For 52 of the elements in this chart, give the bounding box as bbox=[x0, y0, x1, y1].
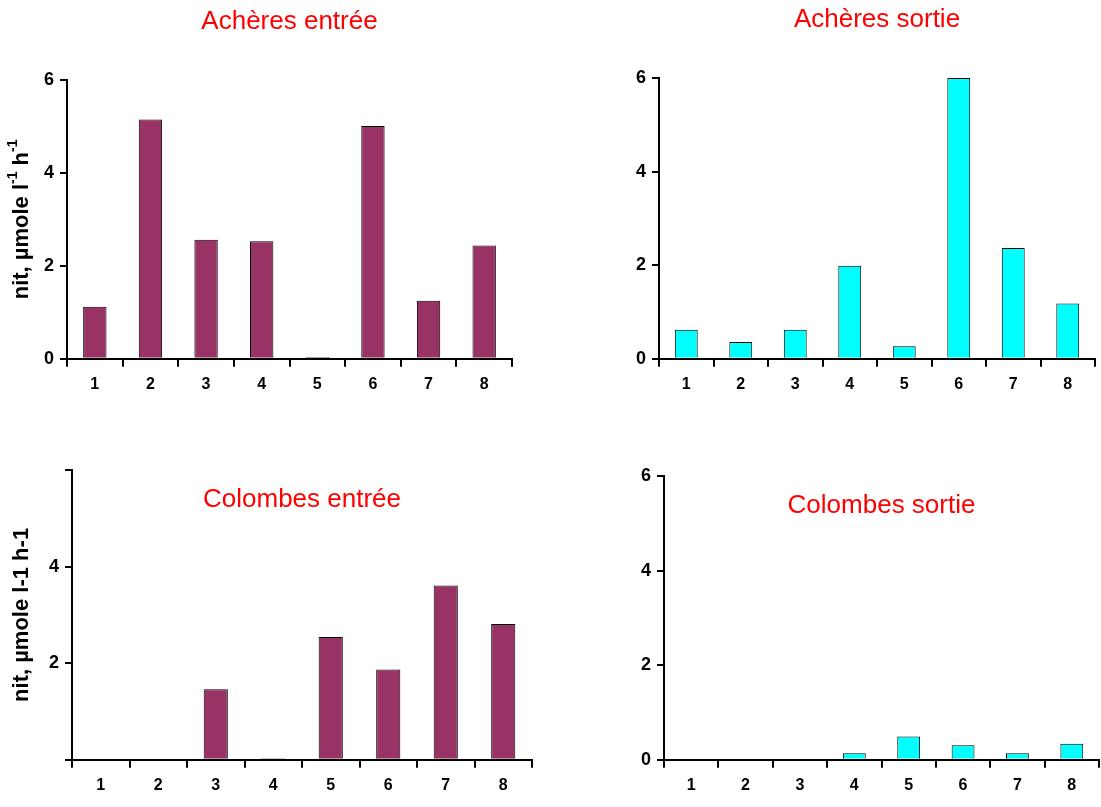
x-tick-label: 8 bbox=[1067, 775, 1077, 793]
x-tick-label: 6 bbox=[383, 775, 393, 793]
x-tick-label: 1 bbox=[681, 374, 691, 392]
x-tick-label: 7 bbox=[441, 775, 451, 793]
chart-title: Achères entrée bbox=[201, 5, 378, 36]
y-tick-label: 2 bbox=[641, 654, 652, 675]
x-tick-label: 2 bbox=[736, 374, 746, 392]
x-tick-label: 8 bbox=[479, 374, 489, 392]
y-tick-label: 0 bbox=[636, 347, 647, 368]
y-tick-label: 4 bbox=[49, 555, 60, 576]
x-tick-label: 5 bbox=[326, 775, 336, 793]
x-tick-label: 3 bbox=[201, 374, 211, 392]
x-tick-label: 2 bbox=[145, 374, 155, 392]
x-tick-label: 8 bbox=[1063, 374, 1073, 392]
x-tick-label: 1 bbox=[96, 775, 106, 793]
y-tick-label: 2 bbox=[44, 254, 55, 275]
y-tick-label: 6 bbox=[44, 68, 55, 89]
x-tick-label: 4 bbox=[257, 374, 267, 392]
x-tick-label: 6 bbox=[958, 775, 968, 793]
chart-title: Achères sortie bbox=[793, 3, 961, 34]
y-tick-label: 0 bbox=[641, 748, 652, 769]
y-tick-label: 4 bbox=[636, 160, 647, 181]
text: Colombes entrée bbox=[203, 483, 402, 514]
x-tick-label: 7 bbox=[1012, 775, 1022, 793]
x-tick-label: 8 bbox=[498, 775, 508, 793]
x-tick-label: 3 bbox=[795, 775, 805, 793]
y-tick-label: 6 bbox=[636, 66, 647, 87]
x-tick-label: 3 bbox=[211, 775, 221, 793]
x-tick-label: 3 bbox=[790, 374, 800, 392]
y-tick-label: 4 bbox=[44, 161, 55, 182]
x-tick-label: 2 bbox=[741, 775, 751, 793]
x-tick-label: 4 bbox=[849, 775, 859, 793]
y-tick-label: 2 bbox=[49, 652, 60, 673]
x-tick-label: 4 bbox=[268, 775, 278, 793]
x-tick-label: 1 bbox=[90, 374, 100, 392]
y-tick-label: 6 bbox=[641, 464, 652, 485]
y-tick-label: 2 bbox=[636, 254, 647, 275]
y-axis-title: nit, µmole l-1 h-1 bbox=[8, 527, 34, 702]
text: Colombes sortie bbox=[787, 489, 976, 520]
x-tick-label: 7 bbox=[424, 374, 434, 392]
y-tick-label: 4 bbox=[641, 559, 652, 580]
x-tick-label: 6 bbox=[954, 374, 964, 392]
x-tick-label: 2 bbox=[153, 775, 163, 793]
x-tick-label: 7 bbox=[1008, 374, 1018, 392]
y-tick-label: 0 bbox=[44, 347, 55, 368]
x-tick-label: 5 bbox=[312, 374, 322, 392]
x-tick-label: 4 bbox=[845, 374, 855, 392]
x-tick-label: 5 bbox=[904, 775, 914, 793]
x-tick-label: 1 bbox=[686, 775, 696, 793]
x-tick-label: 6 bbox=[368, 374, 378, 392]
x-tick-label: 5 bbox=[899, 374, 909, 392]
y-axis-title: nit, µmole l-1 h-1 bbox=[3, 139, 34, 300]
